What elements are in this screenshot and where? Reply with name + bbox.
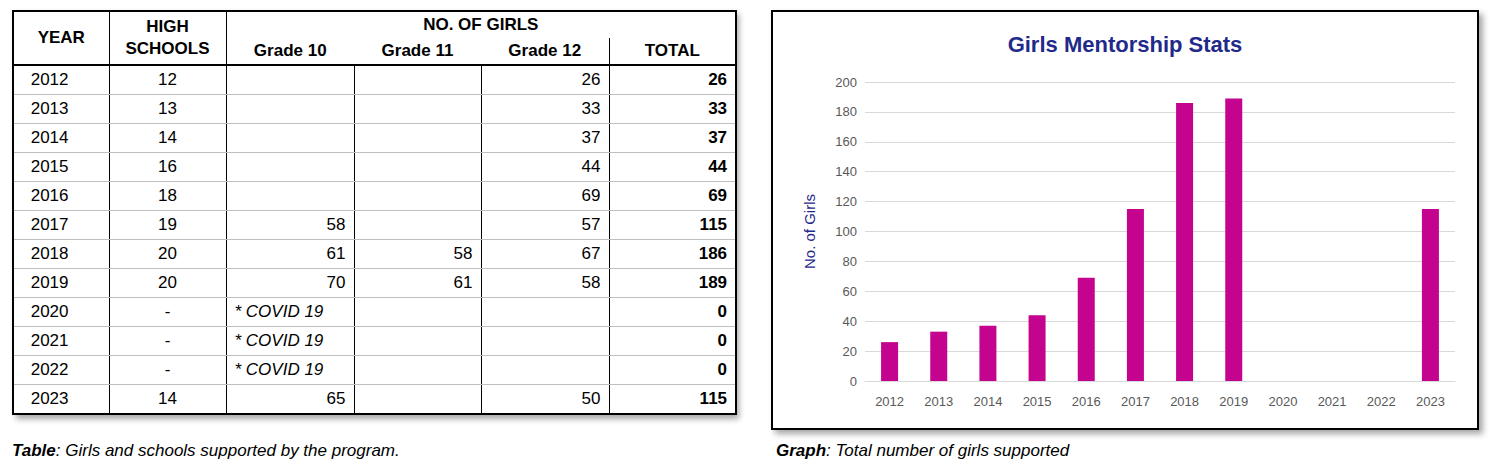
html-text:2021: 2021 bbox=[30, 331, 69, 350]
svg-text:2017: 2017 bbox=[1121, 394, 1150, 409]
html-text:20: 20 bbox=[158, 244, 177, 263]
html-text:18: 18 bbox=[158, 186, 177, 205]
svg-text:80: 80 bbox=[843, 254, 857, 269]
svg-text:40: 40 bbox=[843, 314, 857, 329]
html-text:61: 61 bbox=[326, 244, 346, 263]
html-text:189: 189 bbox=[698, 273, 727, 292]
html-text:YEAR: YEAR bbox=[37, 28, 85, 47]
html-text:16: 16 bbox=[158, 157, 177, 176]
html-text:Table: Girls and schools suppo: Table: Girls and schools supported by th… bbox=[12, 441, 400, 460]
html-text:20: 20 bbox=[158, 273, 177, 292]
html-text:61: 61 bbox=[453, 273, 473, 292]
html-text:2014: 2014 bbox=[30, 128, 69, 147]
html-text:NO. OF GIRLS: NO. OF GIRLS bbox=[423, 15, 539, 34]
html-text:19: 19 bbox=[158, 215, 177, 234]
html-text:58: 58 bbox=[326, 215, 346, 234]
html-text:Grade 11: Grade 11 bbox=[381, 41, 454, 60]
html-text:* COVID 19: * COVID 19 bbox=[234, 360, 324, 379]
svg-text:20: 20 bbox=[843, 344, 857, 359]
html-text:26: 26 bbox=[581, 70, 601, 89]
svg-text:120: 120 bbox=[835, 194, 857, 209]
html-text:0: 0 bbox=[717, 331, 727, 350]
html-text:65: 65 bbox=[326, 389, 346, 408]
svg-text:Girls Mentorship Stats: Girls Mentorship Stats bbox=[1008, 32, 1243, 57]
html-text:TOTAL: TOTAL bbox=[644, 41, 700, 60]
html-text:2020: 2020 bbox=[30, 302, 69, 321]
svg-text:140: 140 bbox=[835, 164, 857, 179]
html-text:44: 44 bbox=[708, 157, 727, 176]
svg-text:2015: 2015 bbox=[1023, 394, 1052, 409]
html-text:33: 33 bbox=[581, 99, 601, 118]
html-text:2013: 2013 bbox=[30, 99, 69, 118]
html-text:2018: 2018 bbox=[30, 244, 69, 263]
svg-text:200: 200 bbox=[835, 75, 857, 90]
html-text:0: 0 bbox=[717, 360, 727, 379]
html-text:44: 44 bbox=[581, 157, 601, 176]
html-text:26: 26 bbox=[708, 70, 727, 89]
svg-text:2022: 2022 bbox=[1367, 394, 1396, 409]
html-text:2023: 2023 bbox=[30, 389, 69, 408]
html-text:2015: 2015 bbox=[30, 157, 69, 176]
svg-text:100: 100 bbox=[835, 224, 857, 239]
svg-text:180: 180 bbox=[835, 104, 857, 119]
svg-text:2023: 2023 bbox=[1416, 394, 1445, 409]
svg-text:160: 160 bbox=[835, 134, 857, 149]
html-text:14: 14 bbox=[158, 389, 177, 408]
html-text:37: 37 bbox=[581, 128, 601, 147]
html-text:69: 69 bbox=[581, 186, 601, 205]
html-text:115: 115 bbox=[699, 389, 727, 408]
svg-text:2012: 2012 bbox=[875, 394, 904, 409]
html-text:2022: 2022 bbox=[30, 360, 69, 379]
svg-text:2021: 2021 bbox=[1318, 394, 1347, 409]
html-text:69: 69 bbox=[708, 186, 727, 205]
svg-text:2014: 2014 bbox=[973, 394, 1002, 409]
svg-text:0: 0 bbox=[850, 374, 857, 389]
html-text:33: 33 bbox=[708, 99, 727, 118]
html-text:12: 12 bbox=[158, 70, 177, 89]
html-text:HIGH SCHOOLS: HIGH SCHOOLS bbox=[125, 17, 210, 58]
html-text:Graph: Total number of girls s: Graph: Total number of girls supported bbox=[776, 441, 1070, 460]
svg-text:2016: 2016 bbox=[1072, 394, 1101, 409]
html-text:Grade 12: Grade 12 bbox=[508, 41, 582, 60]
svg-text:2019: 2019 bbox=[1219, 394, 1248, 409]
html-text:67: 67 bbox=[581, 244, 601, 263]
html-text:50: 50 bbox=[581, 389, 601, 408]
html-text:2017: 2017 bbox=[30, 215, 69, 234]
html-text:115: 115 bbox=[699, 215, 727, 234]
html-text:70: 70 bbox=[326, 273, 346, 292]
html-text:2019: 2019 bbox=[30, 273, 69, 292]
html-text:Grade 10: Grade 10 bbox=[253, 41, 327, 60]
html-text:* COVID 19: * COVID 19 bbox=[234, 331, 324, 350]
html-text:0: 0 bbox=[717, 302, 727, 321]
svg-text:2018: 2018 bbox=[1170, 394, 1199, 409]
svg-text:No. of Girls: No. of Girls bbox=[801, 194, 818, 269]
html-text:14: 14 bbox=[158, 128, 177, 147]
html-text:2016: 2016 bbox=[30, 186, 69, 205]
svg-text:2013: 2013 bbox=[924, 394, 953, 409]
html-text:186: 186 bbox=[698, 244, 727, 263]
svg-text:60: 60 bbox=[843, 284, 857, 299]
svg-text:2020: 2020 bbox=[1268, 394, 1297, 409]
html-text:* COVID 19: * COVID 19 bbox=[234, 302, 324, 321]
html-text:2012: 2012 bbox=[30, 70, 69, 89]
html-text:58: 58 bbox=[581, 273, 601, 292]
html-text:57: 57 bbox=[581, 215, 601, 234]
html-text:37: 37 bbox=[708, 128, 727, 147]
html-text:58: 58 bbox=[453, 244, 473, 263]
html-text:13: 13 bbox=[158, 99, 177, 118]
